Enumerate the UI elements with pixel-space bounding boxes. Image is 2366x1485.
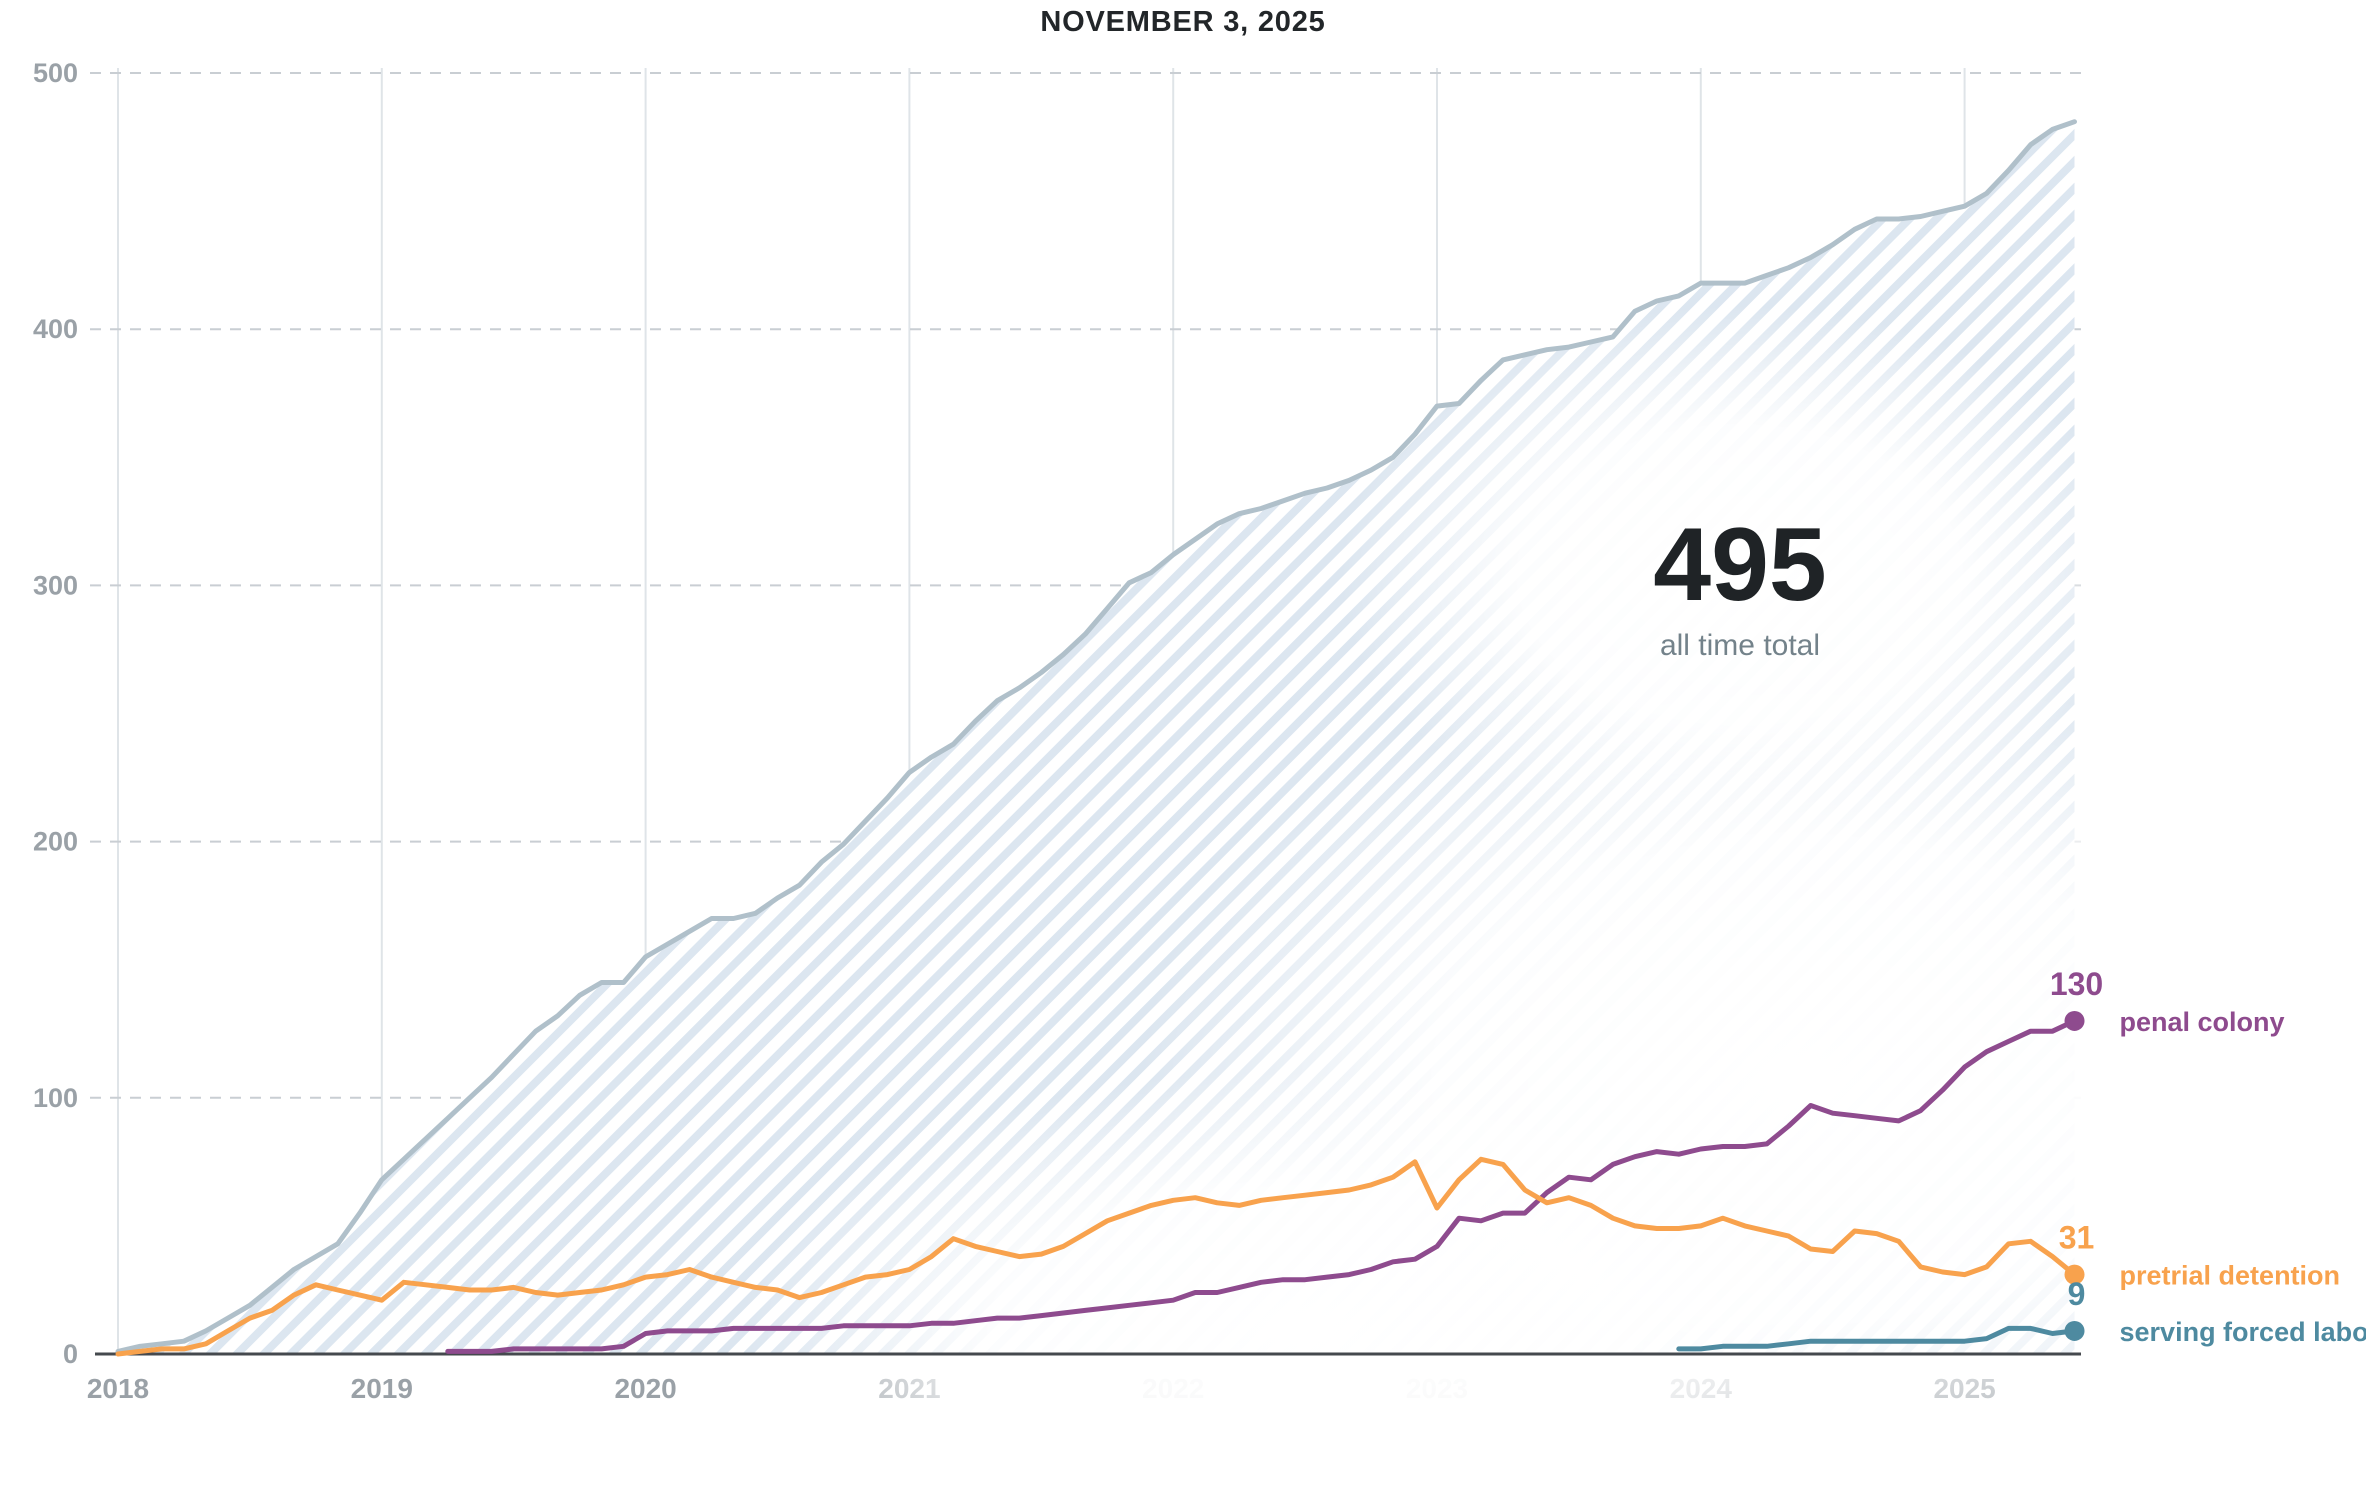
y-tick-label-300: 300: [33, 570, 78, 600]
y-tick-label-100: 100: [33, 1083, 78, 1113]
penal-colony-label: penal colony: [2120, 1007, 2285, 1037]
penal-colony-line: [445, 1018, 2077, 1354]
y-tick-label-0: 0: [63, 1339, 78, 1369]
all-time-total-value: 495: [1653, 507, 1827, 623]
serving-forced-labor-line: [1676, 1325, 2077, 1352]
penal-colony-end-dot: [2064, 1010, 2085, 1031]
total-line: [115, 119, 2077, 1354]
x-tick-label-2019: 2019: [351, 1373, 413, 1404]
all-time-total-label: all time total: [1660, 629, 1820, 662]
pretrial-detention-line: [115, 1156, 2077, 1357]
y-tick-label-400: 400: [33, 314, 78, 344]
pretrial-detention-end-dot: [2064, 1264, 2085, 1285]
serving-forced-labor-end-value: 9: [2068, 1276, 2086, 1312]
x-tick-label-2020: 2020: [614, 1373, 676, 1404]
serving-forced-labor-end-dot: [2064, 1320, 2085, 1341]
y-tick-label-200: 200: [33, 827, 78, 857]
pretrial-detention-label: pretrial detention: [2120, 1261, 2341, 1291]
y-tick-label-500: 500: [33, 58, 78, 88]
x-tick-label-2018: 2018: [87, 1373, 149, 1404]
penal-colony-end-value: 130: [2050, 966, 2103, 1002]
pretrial-detention-end-value: 31: [2059, 1220, 2095, 1256]
serving-forced-labor-label: serving forced labor: [2120, 1317, 2366, 1347]
page-title: NOVEMBER 3, 2025: [1040, 6, 1326, 38]
